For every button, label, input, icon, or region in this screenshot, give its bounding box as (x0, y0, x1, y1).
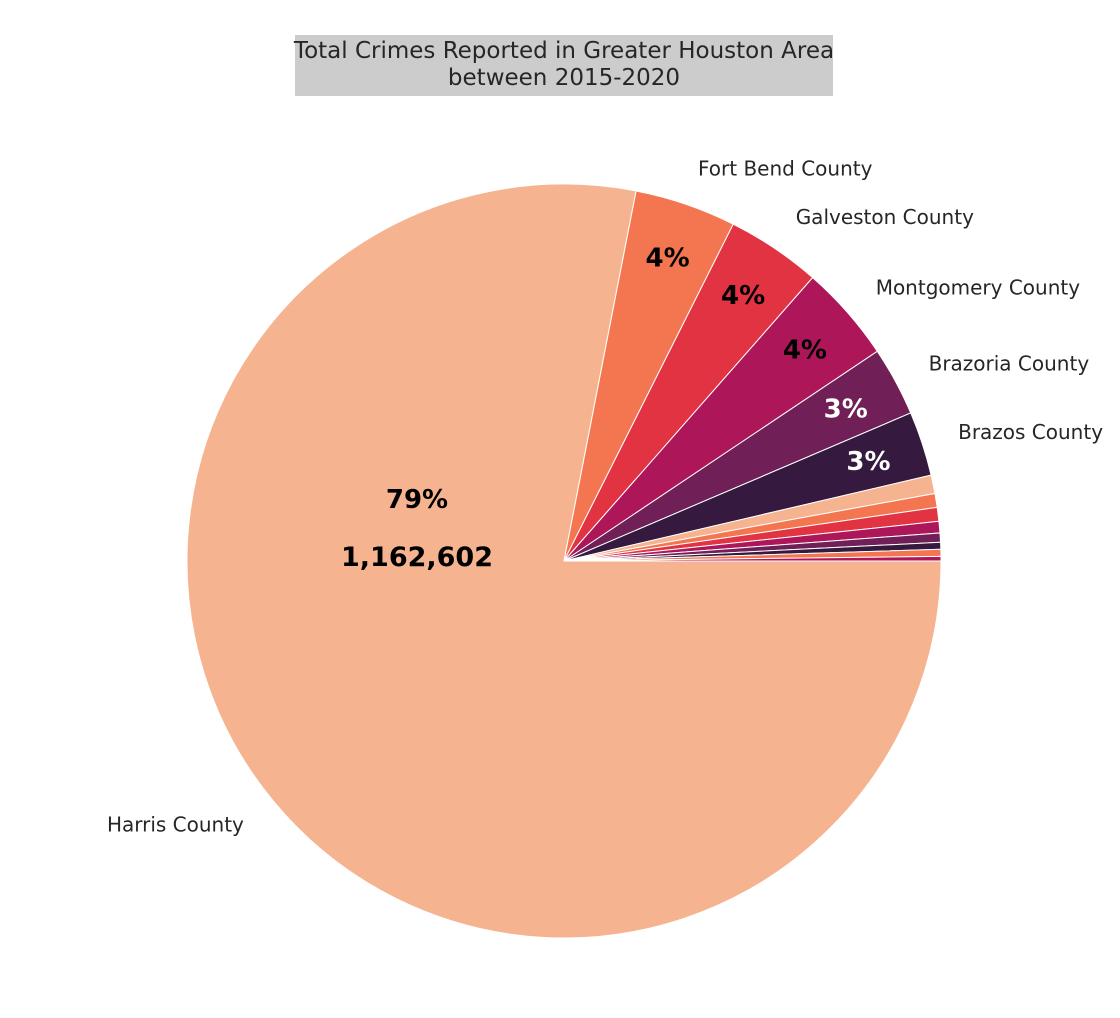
category-label-brazoria-county: Brazoria County (929, 351, 1090, 375)
category-label-galveston-county: Galveston County (796, 205, 974, 229)
percent-label-montgomery-county: 4% (783, 336, 827, 366)
chart-title-line-1: Total Crimes Reported in Greater Houston… (293, 38, 834, 64)
chart-title-line-2: between 2015-2020 (448, 65, 680, 91)
percent-labels: 79% 1,162,602 4% 4% 4% 3% 3% (341, 244, 891, 573)
category-label-fort-bend-county: Fort Bend County (698, 157, 873, 181)
percent-label-harris-county: 79% (386, 485, 448, 515)
percent-label-brazos-county: 3% (846, 447, 890, 477)
category-labels: Harris County Fort Bend County Galveston C… (107, 157, 1103, 837)
percent-label-brazoria-county: 3% (824, 394, 868, 424)
title-background (295, 35, 833, 96)
percent-label-fort-bend-county: 4% (646, 244, 690, 274)
category-label-montgomery-county: Montgomery County (876, 276, 1081, 300)
value-label-harris-county: 1,162,602 (341, 542, 493, 573)
pie-slice-other-13 (563, 555, 942, 562)
pie-slices (186, 183, 942, 939)
percent-label-galveston-county: 4% (721, 281, 765, 311)
category-label-brazos-county: Brazos County (958, 420, 1103, 444)
category-label-harris-county: Harris County (107, 813, 244, 837)
